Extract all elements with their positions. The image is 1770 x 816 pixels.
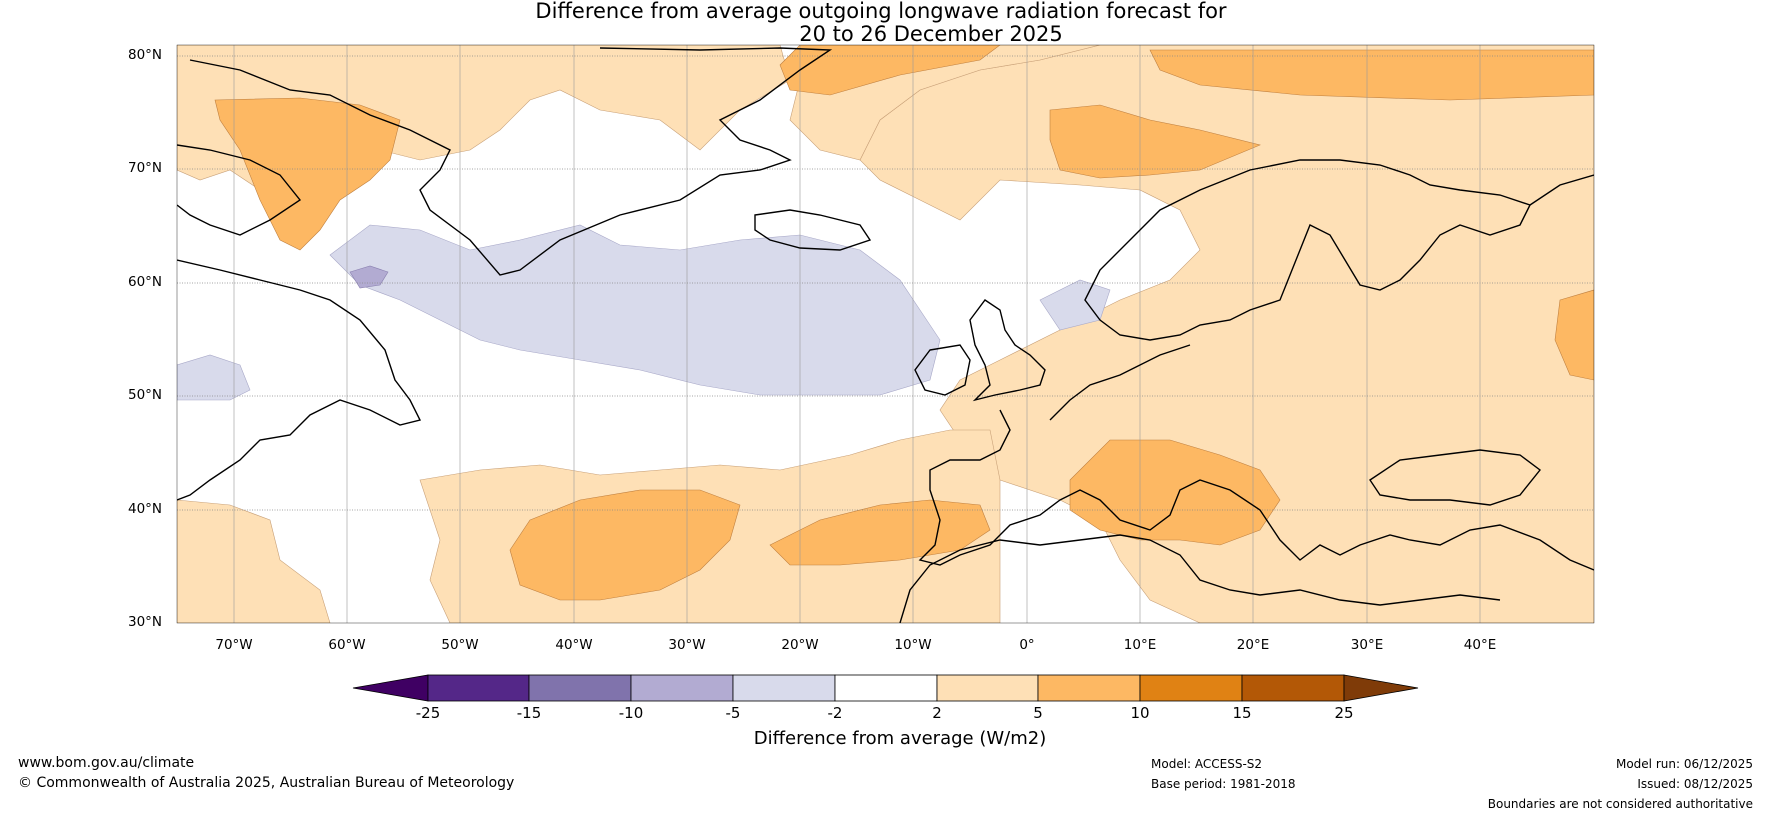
lon-label: 60°W <box>328 637 366 653</box>
anomaly-region-orange <box>779 45 1001 96</box>
lon-label: 40°W <box>555 637 593 653</box>
labrador-coast <box>177 259 422 501</box>
colorbar-tick: -5 <box>725 704 741 722</box>
footer-disclaimer: Boundaries are not considered authoritat… <box>1487 797 1753 811</box>
footer-model: Model: ACCESS-S2 <box>1151 757 1263 771</box>
anomaly-region-purple <box>349 265 389 289</box>
lat-label: 80°N <box>128 47 163 63</box>
anomaly-shading <box>177 45 1594 623</box>
map-frame <box>176 44 1595 624</box>
colorbar-bin <box>1139 674 1243 702</box>
graticule <box>177 55 1594 511</box>
colorbar-label-text: Difference from average (W/m2) <box>753 728 1047 749</box>
anomaly-region-light-purple <box>329 224 941 396</box>
lat-label: 60°N <box>128 274 163 290</box>
lat-label: 70°N <box>128 160 163 176</box>
colorbar-extend-low <box>352 674 429 702</box>
lon-label: 30°E <box>1350 637 1384 653</box>
britain-coast <box>969 299 1046 402</box>
colorbar-tick: 5 <box>1033 704 1043 722</box>
lon-label: 30°W <box>668 637 706 653</box>
black-sea-coast <box>1369 449 1541 506</box>
colorbar-tick: 2 <box>932 704 942 722</box>
footer-copyright: © Commonwealth of Australia 2025, Austra… <box>18 775 515 791</box>
colorbar-extend-high <box>1343 674 1419 702</box>
colorbar-bin <box>1241 674 1345 702</box>
colorbar-bin <box>834 674 938 702</box>
colorbar-tick: 25 <box>1334 704 1354 722</box>
anomaly-region-orange <box>1069 439 1281 546</box>
africa-coast <box>899 534 1501 623</box>
lat-label: 30°N <box>128 614 163 630</box>
anomaly-region-light-purple <box>177 354 251 401</box>
europe-coast <box>918 174 1594 571</box>
colorbar-tick: -2 <box>827 704 843 722</box>
lon-label: 40°E <box>1463 637 1497 653</box>
footer-base-period: Base period: 1981-2018 <box>1151 777 1296 791</box>
colorbar-bin <box>732 674 836 702</box>
scandinavia-coast <box>1084 159 1531 341</box>
footer-model-run: Model run: 06/12/2025 <box>1615 757 1753 771</box>
colorbar-bin <box>427 674 530 702</box>
colorbar-tick: -15 <box>516 704 542 722</box>
colorbar-bin <box>936 674 1039 702</box>
lat-label: 40°N <box>128 501 163 517</box>
lon-label: 20°W <box>781 637 819 653</box>
anomaly-region-orange <box>509 489 741 601</box>
footer-website: www.bom.gov.au/climate <box>18 755 195 771</box>
colorbar <box>352 674 1419 702</box>
lon-label: 20°E <box>1236 637 1270 653</box>
coastlines <box>177 47 1594 623</box>
anomaly-region-orange <box>1149 49 1594 101</box>
colorbar-tick: -10 <box>618 704 644 722</box>
meridians <box>233 45 1481 623</box>
colorbar-tick: 15 <box>1232 704 1252 722</box>
lon-label: 10°E <box>1123 637 1157 653</box>
map-title-line1: Difference from average outgoing longwav… <box>535 0 1227 23</box>
colorbar-bin <box>528 674 632 702</box>
anomaly-region-light-purple <box>1039 279 1111 331</box>
baffin-coast <box>177 144 302 236</box>
lon-label: 50°W <box>441 637 479 653</box>
ireland-coast <box>914 344 971 396</box>
lon-label: 70°W <box>215 637 253 653</box>
anomaly-region-orange <box>1049 104 1261 179</box>
lat-label: 50°N <box>128 387 163 403</box>
map-title-line2: 20 to 26 December 2025 <box>799 22 1063 46</box>
iceland-coast <box>754 209 872 251</box>
colorbar-tick: 10 <box>1130 704 1150 722</box>
colorbar-bin <box>1037 674 1141 702</box>
lon-label: 10°W <box>894 637 932 653</box>
lon-label: 0° <box>1019 637 1035 653</box>
anomaly-region-orange <box>1554 289 1594 381</box>
colorbar-label: Difference from average (W/m2) <box>0 728 1770 749</box>
anomaly-region-light-orange <box>177 499 331 623</box>
colorbar-tick: -25 <box>415 704 441 722</box>
colorbar-bin <box>630 674 734 702</box>
greenland-coast <box>189 47 833 276</box>
footer-issued: Issued: 08/12/2025 <box>1637 777 1753 791</box>
